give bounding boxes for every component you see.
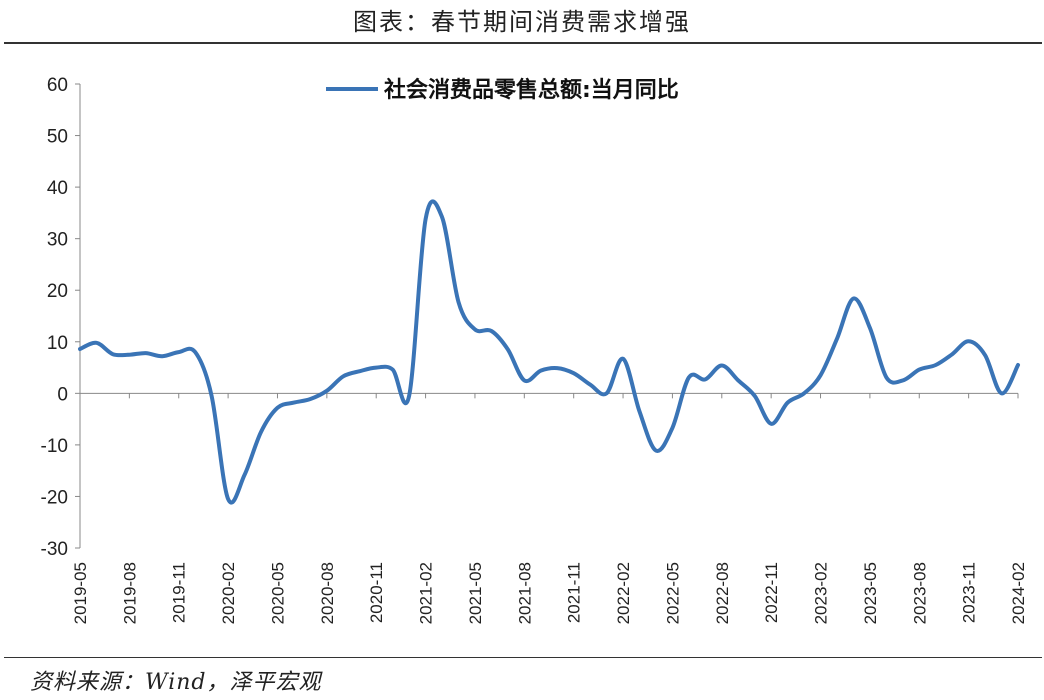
x-tick-label: 2021-08 xyxy=(515,562,534,624)
y-tick-label: 20 xyxy=(47,281,68,302)
x-tick-label: 2019-11 xyxy=(170,562,189,623)
y-tick-label: -30 xyxy=(41,539,68,560)
x-tick-label: 2022-08 xyxy=(713,562,732,624)
x-tick-label: 2021-02 xyxy=(417,562,436,624)
y-tick-label: 60 xyxy=(47,75,68,96)
legend-label: 社会消费品零售总额:当月同比 xyxy=(384,77,679,103)
x-axis: 2019-05 2019-08 2019-11 2020-02 2020-05 2020-… xyxy=(71,392,1028,624)
y-tick-label: 40 xyxy=(47,178,68,199)
x-tick-label: 2023-11 xyxy=(960,562,979,623)
y-tick-label: -10 xyxy=(41,436,68,457)
x-tick-label: 2023-02 xyxy=(812,562,831,624)
x-tick-label: 2022-11 xyxy=(762,562,781,623)
x-tick-label: 2021-11 xyxy=(565,562,584,623)
series-line xyxy=(78,199,1020,505)
x-tick-label: 2024-02 xyxy=(1009,562,1028,624)
x-tick-label: 2019-08 xyxy=(120,562,139,624)
x-tick-label: 2021-05 xyxy=(466,562,485,624)
x-tick-label: 2020-02 xyxy=(219,562,238,624)
figure-title: 图表：春节期间消费需求增强 xyxy=(353,8,691,36)
y-tick-label: 0 xyxy=(57,384,68,405)
x-tick-label: 2020-05 xyxy=(268,562,287,624)
y-axis: 60 50 40 30 20 10 0 -10 -20 -30 xyxy=(41,75,81,560)
y-tick-label: -20 xyxy=(41,487,68,508)
x-tick-label: 2023-08 xyxy=(910,562,929,624)
bottom-rule xyxy=(4,657,1042,658)
series-layer xyxy=(78,199,1020,505)
legend: 社会消费品零售总额:当月同比 xyxy=(326,77,679,103)
y-tick-label: 30 xyxy=(47,230,68,251)
top-rule xyxy=(4,42,1042,44)
x-tick-label: 2023-05 xyxy=(861,562,880,624)
y-tick-label: 10 xyxy=(47,333,68,354)
x-tick-label: 2022-02 xyxy=(614,562,633,624)
x-tick-label: 2020-11 xyxy=(367,562,386,623)
x-tick-label: 2020-08 xyxy=(318,562,337,624)
x-tick-label: 2019-05 xyxy=(71,562,90,624)
x-tick-label: 2022-05 xyxy=(663,562,682,624)
y-tick-label: 50 xyxy=(47,127,68,148)
source-note: 资料来源：Wind，泽平宏观 xyxy=(30,670,322,695)
